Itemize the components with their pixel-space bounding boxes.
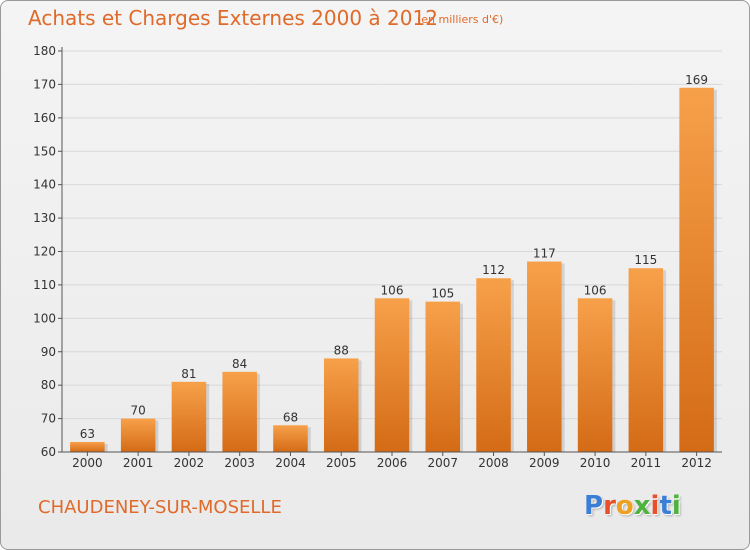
labels: 60 70 80 90 100 110 120 130 140 150 160 170 180 2000 6… [33, 44, 712, 470]
x-tick-label: 2007 [427, 456, 458, 470]
logo-letter: i [671, 491, 681, 521]
data-label-2010: 106 [584, 283, 607, 297]
data-label-2012: 169 [685, 73, 708, 87]
data-label-2002: 81 [181, 367, 196, 381]
x-tick-label: 2001 [123, 456, 154, 470]
x-tick-label: 2002 [174, 456, 205, 470]
axes [58, 47, 722, 456]
x-tick-label: 2008 [478, 456, 509, 470]
logo-letter: o [615, 491, 634, 521]
bar-2004 [273, 425, 308, 452]
logo-letter: P [584, 491, 604, 521]
x-tick-label: 2011 [631, 456, 662, 470]
y-tick-label: 90 [41, 345, 56, 359]
bar-2002 [171, 381, 207, 452]
proxiti-logo: Proxiti [584, 491, 681, 521]
bar-2010 [577, 298, 613, 452]
data-label-2000: 63 [80, 427, 95, 441]
bar-2007 [425, 301, 461, 452]
data-label-2011: 115 [634, 253, 657, 267]
x-tick-label: 2006 [377, 456, 408, 470]
y-tick-label: 80 [41, 378, 56, 392]
x-tick-label: 2012 [681, 456, 712, 470]
chart-subtitle: (en milliers d'€) [417, 13, 504, 26]
bar-2003 [222, 371, 257, 452]
logo-letter: t [659, 491, 672, 521]
y-tick-label: 120 [33, 245, 56, 259]
x-tick-label: 2005 [326, 456, 357, 470]
y-tick-label: 60 [41, 445, 56, 459]
data-label-2003: 84 [232, 357, 247, 371]
x-tick-label: 2009 [529, 456, 560, 470]
data-label-2004: 68 [283, 410, 298, 424]
logo-letter: i [650, 491, 660, 521]
y-tick-label: 70 [41, 412, 56, 426]
bar-2006 [374, 298, 410, 452]
x-tick-label: 2003 [224, 456, 255, 470]
y-tick-label: 170 [33, 77, 56, 91]
bars [70, 87, 717, 452]
data-label-2006: 106 [381, 283, 404, 297]
bar-2005 [323, 358, 359, 452]
x-tick-label: 2010 [580, 456, 611, 470]
chart-title: Achats et Charges Externes 2000 à 2012 [28, 6, 438, 30]
location-name: CHAUDENEY-SUR-MOSELLE [38, 497, 282, 518]
data-label-2007: 105 [431, 287, 454, 301]
bar-2011 [628, 268, 664, 452]
bar-2012 [679, 87, 714, 452]
data-label-2001: 70 [131, 404, 146, 418]
y-tick-label: 180 [33, 44, 56, 58]
logo-letter: x [633, 491, 651, 521]
y-tick-label: 100 [33, 311, 56, 325]
logo-letter: r [603, 491, 616, 521]
x-tick-label: 2000 [72, 456, 103, 470]
data-label-2008: 112 [482, 263, 505, 277]
y-tick-label: 140 [33, 178, 56, 192]
y-tick-label: 160 [33, 111, 56, 125]
bar-2000 [70, 441, 105, 452]
y-tick-label: 130 [33, 211, 56, 225]
bar-2008 [476, 278, 511, 452]
data-label-2009: 117 [533, 247, 556, 261]
bar-2001 [120, 418, 156, 452]
x-tick-label: 2004 [275, 456, 306, 470]
data-label-2005: 88 [334, 343, 349, 357]
y-tick-label: 110 [33, 278, 56, 292]
bar-2009 [527, 261, 562, 452]
y-tick-label: 150 [33, 144, 56, 158]
